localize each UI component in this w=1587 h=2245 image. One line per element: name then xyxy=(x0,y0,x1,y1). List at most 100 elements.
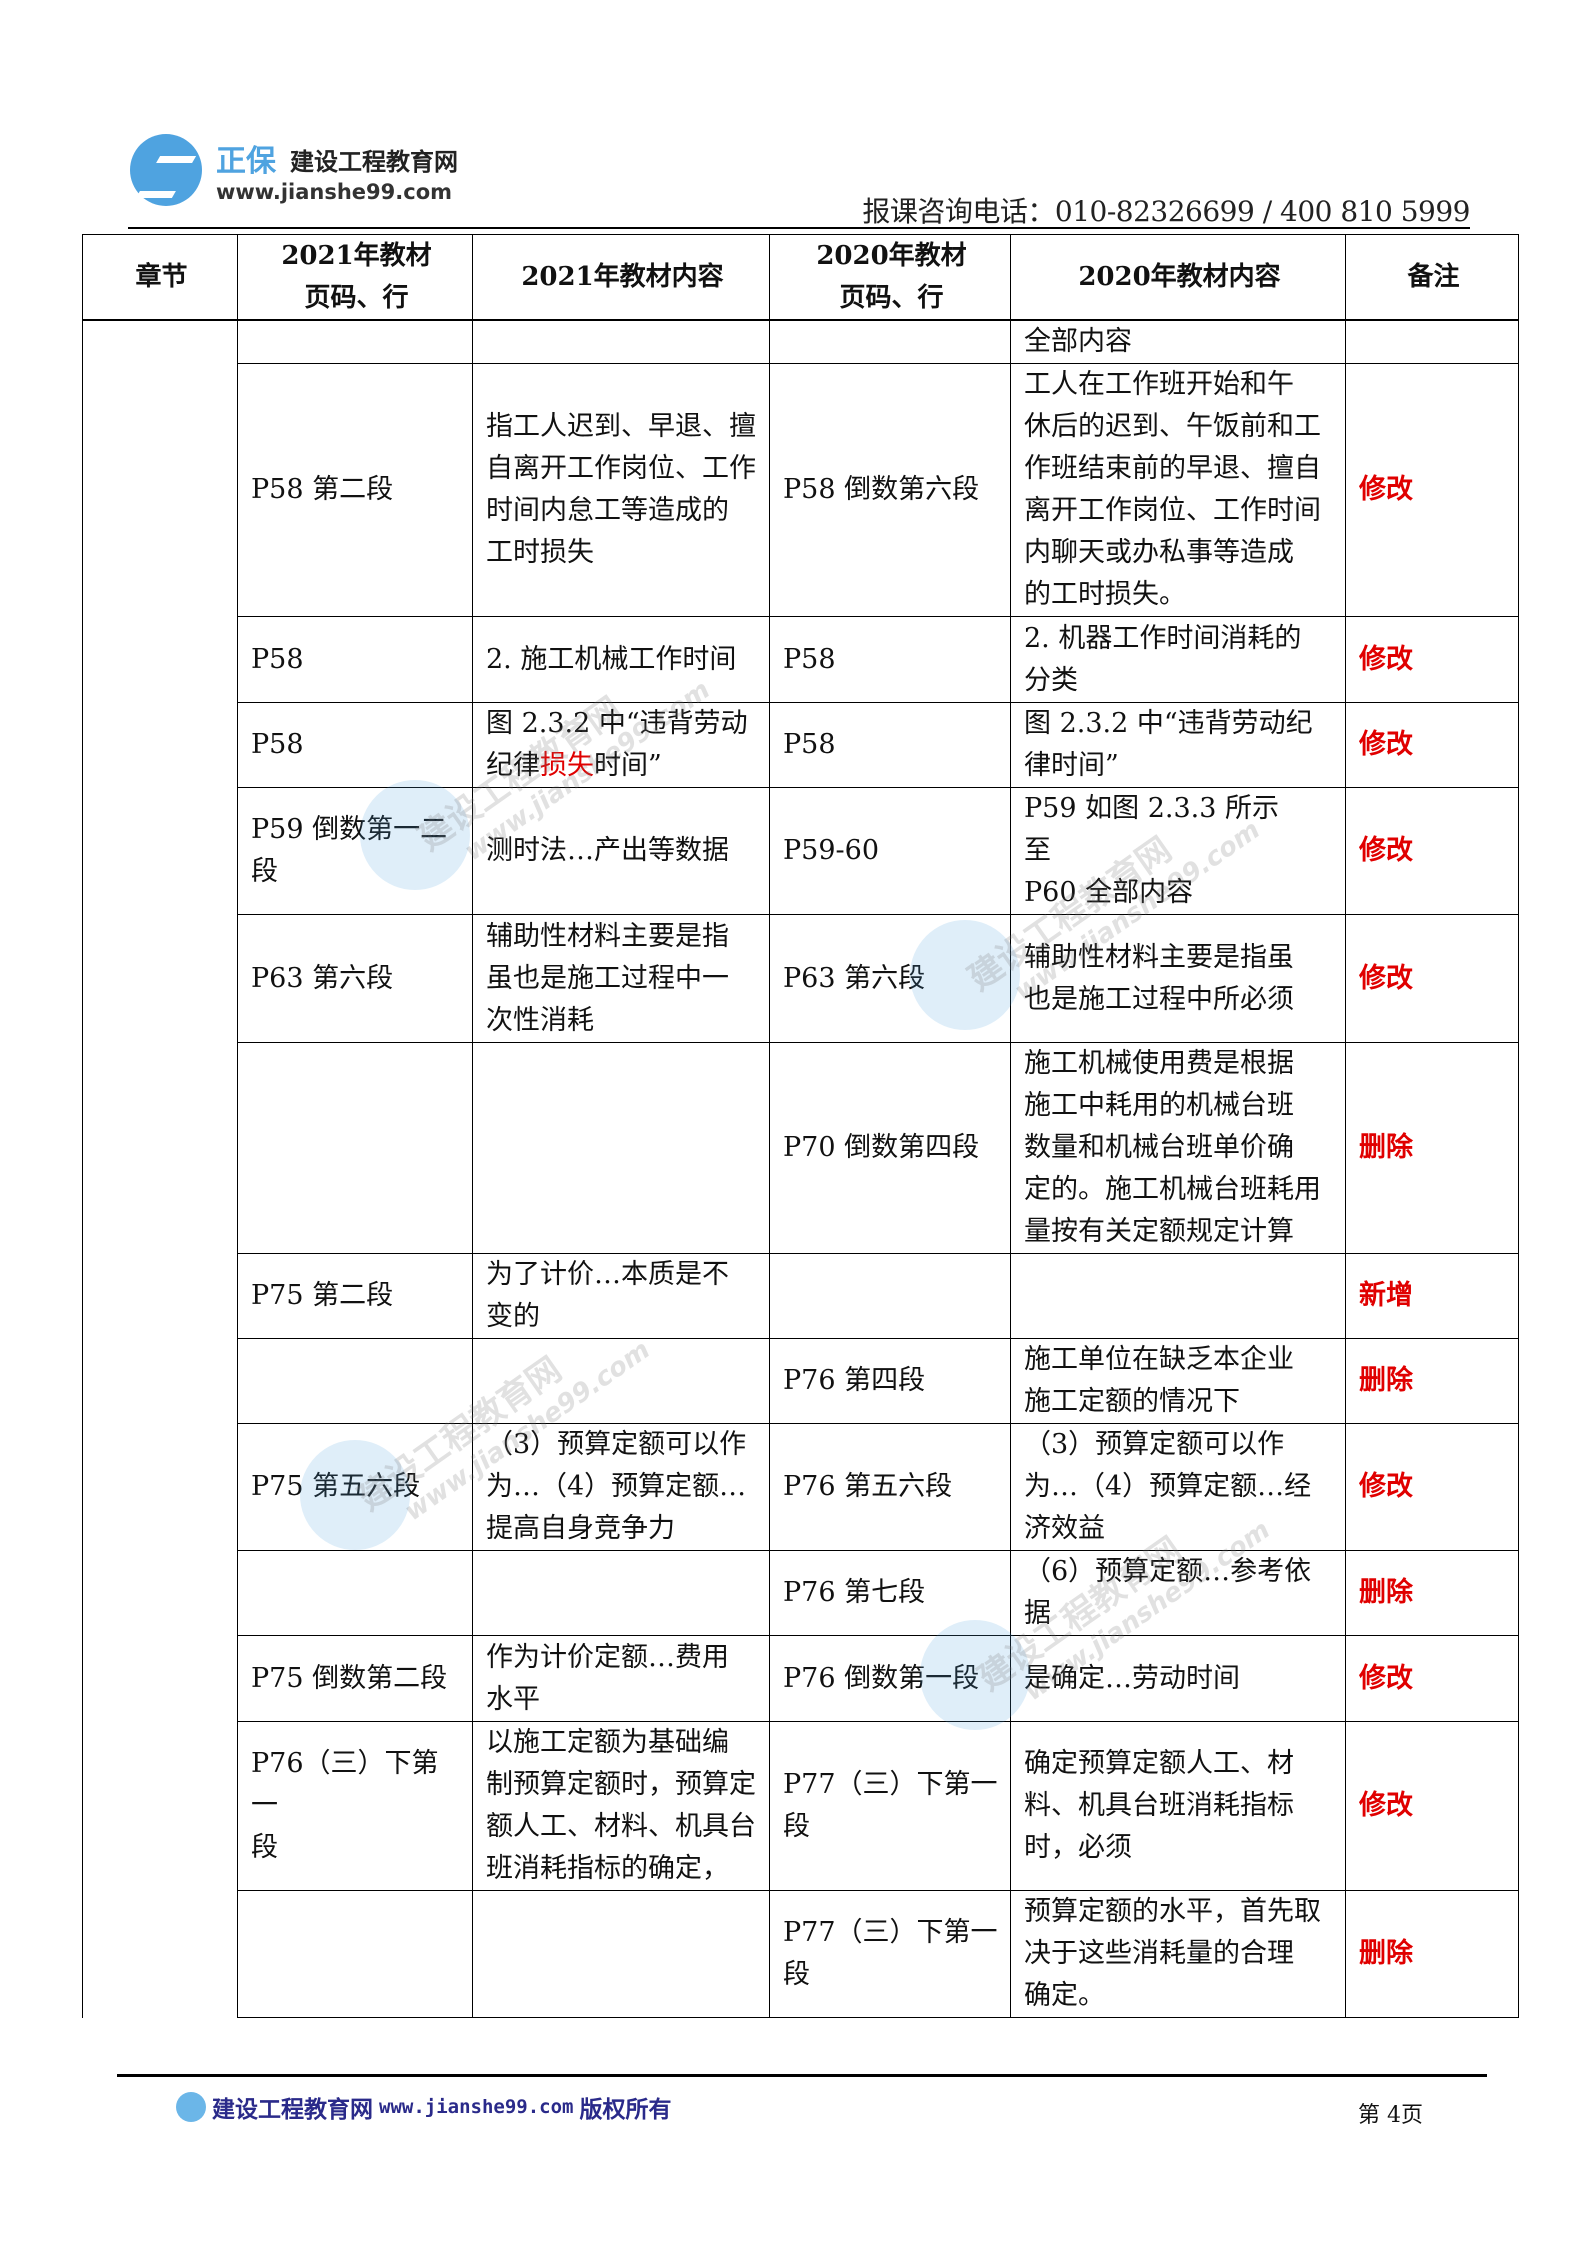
content-2021-cell xyxy=(472,1890,770,2018)
content-2020-cell: 辅助性材料主要是指虽 也是施工过程中所必须 xyxy=(1010,914,1346,1043)
note-cell: 删除 xyxy=(1345,1550,1519,1636)
logo-url: www.jianshe99.com xyxy=(216,180,453,204)
note-cell: 删除 xyxy=(1345,1338,1519,1424)
table-row: P75 第二段 为了计价…本质是不 变的 新增 xyxy=(83,1253,1519,1339)
page-2021-cell: P58 xyxy=(237,702,473,788)
content-2020-cell: 全部内容 xyxy=(1010,319,1346,364)
content-2020-cell: 2. 机器工作时间消耗的 分类 xyxy=(1010,616,1346,703)
note-cell: 修改 xyxy=(1345,616,1519,703)
header-2020-content: 2020年教材内容 xyxy=(1010,234,1346,321)
comparison-table: 章节 2021年教材 页码、行 2021年教材内容 2020年教材 页码、行 2… xyxy=(82,234,1519,2018)
phone-contact: 报课咨询电话：010-82326699 / 400 810 5999 xyxy=(862,195,1470,228)
content-2020-cell: （3）预算定额可以作 为…（4）预算定额…经 济效益 xyxy=(1010,1423,1346,1551)
content-2020-cell: 图 2.3.2 中“违背劳动纪 律时间” xyxy=(1010,702,1346,788)
content-2020-cell: 工人在工作班开始和午 休后的迟到、午饭前和工 作班结束前的早退、擅自 离开工作岗… xyxy=(1010,363,1346,617)
table-row: P76 第四段 施工单位在缺乏本企业 施工定额的情况下 删除 xyxy=(83,1338,1519,1424)
header-chapter: 章节 xyxy=(82,234,238,321)
logo-name: 建设工程教育网 xyxy=(290,148,458,176)
content-2021-cell xyxy=(472,319,770,364)
content-2020-cell xyxy=(1010,1253,1346,1339)
content-2021-cell: 为了计价…本质是不 变的 xyxy=(472,1253,770,1339)
table-row: P77（三）下第一 段预算定额的水平，首先取 决于这些消耗量的合理 确定。 删除 xyxy=(83,1890,1519,2018)
table-row: P58 图 2.3.2 中“违背劳动 纪律损失时间” P58 图 2.3.2 中“违背… xyxy=(83,702,1519,788)
content-2021-cell: 图 2.3.2 中“违背劳动 纪律损失时间” xyxy=(472,702,770,788)
page-2021-cell xyxy=(237,1550,473,1636)
note-cell: 修改 xyxy=(1345,1423,1519,1551)
page-2020-cell: P76 第七段 xyxy=(769,1550,1011,1636)
table-row: P75 第五六段 （3）预算定额可以作 为…（4）预算定额… 提高自身竞争力 P76… xyxy=(83,1423,1519,1551)
note-cell: 修改 xyxy=(1345,1635,1519,1722)
content-2021-cell: 指工人迟到、早退、擅 自离开工作岗位、工作 时间内怠工等造成的 工时损失 xyxy=(472,363,770,617)
page-2020-cell: P58 xyxy=(769,702,1011,788)
content-2020-cell: 施工单位在缺乏本企业 施工定额的情况下 xyxy=(1010,1338,1346,1424)
footer-url: www.jianshe99.com xyxy=(379,2096,574,2118)
page-2021-cell: P63 第六段 xyxy=(237,914,473,1043)
content-2021-cell xyxy=(472,1550,770,1636)
note-cell xyxy=(1345,319,1519,364)
note-cell: 修改 xyxy=(1345,363,1519,617)
page-2021-cell xyxy=(237,1338,473,1424)
page-2021-cell: P59 倒数第一二 段 xyxy=(237,787,473,915)
page-2021-cell: P75 倒数第二段 xyxy=(237,1635,473,1722)
page-2021-cell: P75 第二段 xyxy=(237,1253,473,1339)
note-cell: 修改 xyxy=(1345,914,1519,1043)
page-2021-cell xyxy=(237,1042,473,1254)
page-2021-cell xyxy=(237,1890,473,2018)
page-2021-cell: P76（三）下第一 段 xyxy=(237,1721,473,1891)
header-note: 备注 xyxy=(1345,234,1519,321)
table-row: P59 倒数第一二 段测时法…产出等数据 P59-60 P59 如图 2.3.3 所… xyxy=(83,787,1519,915)
page-number: 第 4页 xyxy=(1358,2103,1423,2128)
content-2021-cell: 以施工定额为基础编 制预算定额时，预算定 额人工、材料、机具台 班消耗指标的确定… xyxy=(472,1721,770,1891)
page-2020-cell xyxy=(769,1253,1011,1339)
footer-brand: 建设工程教育网 www.jianshe99.com 版权所有 xyxy=(176,2090,671,2124)
content-2021-cell: 2. 施工机械工作时间 xyxy=(472,616,770,703)
content-2021-cell xyxy=(472,1042,770,1254)
table-header-row: 章节 2021年教材 页码、行 2021年教材内容 2020年教材 页码、行 2… xyxy=(82,234,1519,321)
logo-brand: 正保 xyxy=(216,144,276,179)
chapter-cell xyxy=(82,319,238,2018)
page-2020-cell: P59-60 xyxy=(769,787,1011,915)
header-2020-page: 2020年教材 页码、行 xyxy=(769,234,1011,321)
table-row: P70 倒数第四段 施工机械使用费是根据 施工中耗用的机械台班 数量和机械台班单价… xyxy=(83,1042,1519,1254)
table-row: P58 第二段 指工人迟到、早退、擅 自离开工作岗位、工作 时间内怠工等造成的 工… xyxy=(83,363,1519,617)
footer-divider xyxy=(117,2074,1487,2077)
page-2020-cell: P58 倒数第六段 xyxy=(769,363,1011,617)
content-2021-cell: 辅助性材料主要是指 虽也是施工过程中一 次性消耗 xyxy=(472,914,770,1043)
content-2020-cell: （6）预算定额…参考依 据 xyxy=(1010,1550,1346,1636)
note-cell: 修改 xyxy=(1345,702,1519,788)
content-2020-cell: 是确定…劳动时间 xyxy=(1010,1635,1346,1722)
table-row: P58 2. 施工机械工作时间 P58 2. 机器工作时间消耗的 分类 修改 xyxy=(83,616,1519,703)
note-cell: 修改 xyxy=(1345,1721,1519,1891)
header-divider xyxy=(128,227,1470,229)
content-2021-cell xyxy=(472,1338,770,1424)
note-cell: 修改 xyxy=(1345,787,1519,915)
footer-site: 建设工程教育网 xyxy=(212,2097,373,2123)
table-body: 全部内容 P58 第二段 指工人迟到、早退、擅 自离开工作岗位、工作 时间内怠工等造… xyxy=(82,319,1519,2018)
footer-rights: 版权所有 xyxy=(579,2097,672,2123)
page-2021-cell: P58 第二段 xyxy=(237,363,473,617)
table-row: 全部内容 xyxy=(82,319,1519,2018)
content-2020-cell: 预算定额的水平，首先取 决于这些消耗量的合理 确定。 xyxy=(1010,1890,1346,2018)
page-2020-cell: P58 xyxy=(769,616,1011,703)
page-2021-cell: P58 xyxy=(237,616,473,703)
page-2020-cell: P63 第六段 xyxy=(769,914,1011,1043)
header-2021-page: 2021年教材 页码、行 xyxy=(237,234,473,321)
content-2020-cell: 施工机械使用费是根据 施工中耗用的机械台班 数量和机械台班单价确 定的。施工机械… xyxy=(1010,1042,1346,1254)
note-cell: 删除 xyxy=(1345,1890,1519,2018)
header-2021-content: 2021年教材内容 xyxy=(472,234,770,321)
page-2021-cell: P75 第五六段 xyxy=(237,1423,473,1551)
text-segment: 时间” xyxy=(594,750,662,781)
note-cell: 新增 xyxy=(1345,1253,1519,1339)
page-2020-cell: P70 倒数第四段 xyxy=(769,1042,1011,1254)
note-cell: 删除 xyxy=(1345,1042,1519,1254)
page-2020-cell: P77（三）下第一 段 xyxy=(769,1890,1011,2018)
text-segment: 图 2.3.2 中“违背劳动 纪律 xyxy=(486,708,748,781)
page-2020-cell: P77（三）下第一 段 xyxy=(769,1721,1011,1891)
page-2020-cell: P76 第四段 xyxy=(769,1338,1011,1424)
table-row: P75 倒数第二段 作为计价定额…费用 水平 P76 倒数第一段 是确定…劳动时间 修改 xyxy=(83,1635,1519,1722)
page-2020-cell: P76 第五六段 xyxy=(769,1423,1011,1551)
content-2020-cell: P59 如图 2.3.3 所示 至 P60 全部内容 xyxy=(1010,787,1346,915)
page-2020-cell: P76 倒数第一段 xyxy=(769,1635,1011,1722)
footer-logo-icon xyxy=(176,2092,206,2122)
content-2020-cell: 确定预算定额人工、材 料、机具台班消耗指标 时，必须 xyxy=(1010,1721,1346,1891)
